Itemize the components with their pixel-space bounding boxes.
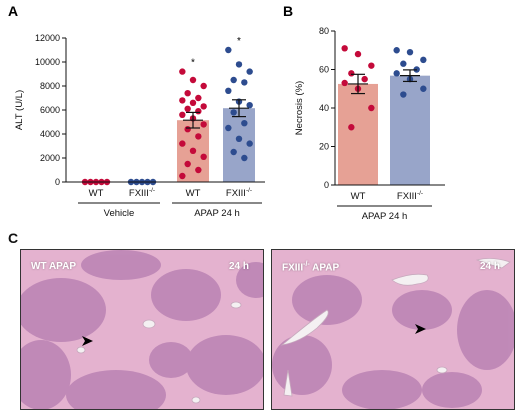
data-point [246, 68, 253, 75]
data-point [195, 94, 202, 102]
data-point [225, 124, 232, 132]
data-point [200, 121, 207, 128]
data-point [348, 70, 355, 77]
data-point [179, 172, 186, 180]
data-point [368, 104, 375, 112]
data-point [235, 135, 243, 142]
panel-label-b: B [283, 3, 293, 19]
data-point [179, 68, 186, 75]
micrograph-fxiii-label: FXIII-/- APAP [282, 261, 339, 273]
y-tick-label: 0 [55, 177, 60, 187]
data-point [354, 50, 362, 58]
panel-label-c: C [8, 230, 19, 246]
data-point [189, 147, 197, 154]
micrograph-fxiii-label-sup: -/- [303, 261, 310, 268]
y-tick-label: 40 [319, 103, 329, 113]
data-point [241, 120, 248, 127]
y-tick-label: 60 [319, 65, 329, 75]
panel-b-chart: 0 20 40 60 80 Necrosis (%) WT FXIII-/- APAP 24 h [294, 26, 445, 222]
data-point [341, 79, 348, 87]
arrowhead-icon [82, 336, 93, 346]
y-tick-label: 12000 [35, 33, 60, 43]
data-point [200, 153, 207, 160]
x-category-label: FXIII-/- [226, 187, 252, 199]
data-point [241, 154, 248, 162]
panel-label-a: A [8, 3, 18, 19]
x-category-label: WT [351, 191, 366, 202]
x-category-label: WT [186, 188, 201, 199]
micrograph-fxiii-label-rest: APAP [309, 262, 340, 274]
x-category-label: FXIII-/- [129, 187, 155, 199]
micrograph-fxiii: FXIII-/- APAP 24 h [271, 249, 515, 410]
y-tick-label: 2000 [40, 153, 60, 163]
data-point [406, 48, 414, 56]
data-point [241, 79, 248, 86]
data-point [195, 133, 202, 140]
data-point [195, 108, 202, 115]
y-axis-label: Necrosis (%) [294, 81, 305, 135]
y-tick-label: 20 [319, 142, 329, 152]
group-label: Vehicle [104, 208, 135, 219]
tissue-image-fxiii [272, 250, 514, 409]
y-tick-label: 8000 [40, 81, 60, 91]
y-axis-label: ALT (U/L) [14, 90, 25, 130]
data-point [420, 85, 427, 92]
data-point [341, 45, 348, 52]
data-point [393, 70, 400, 77]
significance-marker: * [237, 36, 241, 47]
group-label: APAP 24 h [362, 211, 408, 222]
micrograph-wt: WT APAP 24 h [20, 249, 264, 410]
arrowhead-icon [415, 324, 426, 334]
data-point [200, 82, 207, 90]
x-category-label: FXIII-/- [397, 190, 423, 202]
data-point [348, 124, 355, 131]
data-point [179, 111, 186, 119]
data-point [200, 103, 207, 110]
data-point [400, 60, 407, 67]
micrograph-wt-label: WT APAP [31, 261, 76, 272]
bar [338, 83, 378, 185]
data-point [179, 97, 186, 104]
y-tick-label: 80 [319, 26, 329, 36]
data-point [400, 91, 407, 98]
data-point [393, 47, 400, 54]
y-tick-label: 10000 [35, 57, 60, 67]
data-point [368, 62, 375, 69]
data-point [179, 140, 186, 147]
data-point [225, 46, 232, 54]
data-point [235, 61, 243, 68]
y-tick-label: 4000 [40, 129, 60, 139]
data-point [184, 90, 191, 97]
data-point [420, 56, 427, 64]
tissue-image-wt [21, 250, 263, 409]
data-point [230, 109, 237, 116]
panel-a-chart: 0 2000 4000 6000 8000 10000 12000 ALT (U/L) * * WT… [14, 33, 265, 219]
bar [390, 75, 430, 185]
y-tick-label: 6000 [40, 105, 60, 115]
micrograph-fxiii-label-main: FXIII [282, 262, 304, 274]
data-point [246, 102, 253, 109]
data-point [225, 87, 232, 95]
data-point [189, 76, 197, 84]
x-category-label: WT [89, 188, 104, 199]
group-label: APAP 24 h [194, 208, 240, 219]
data-point [184, 105, 191, 113]
data-point [189, 99, 197, 107]
y-tick-label: 0 [324, 180, 329, 190]
data-point [361, 75, 368, 83]
data-point [184, 160, 191, 168]
micrograph-wt-time: 24 h [228, 261, 249, 272]
data-point [184, 126, 191, 133]
data-point [195, 166, 202, 174]
data-point [246, 140, 253, 147]
significance-marker: * [191, 58, 195, 69]
data-point [230, 148, 237, 156]
data-point [230, 76, 237, 84]
micrograph-fxiii-time: 24 h [479, 261, 500, 272]
charts-svg: A B 0 2000 4000 6000 8000 10000 12000 ALT (U/L)… [8, 3, 445, 222]
